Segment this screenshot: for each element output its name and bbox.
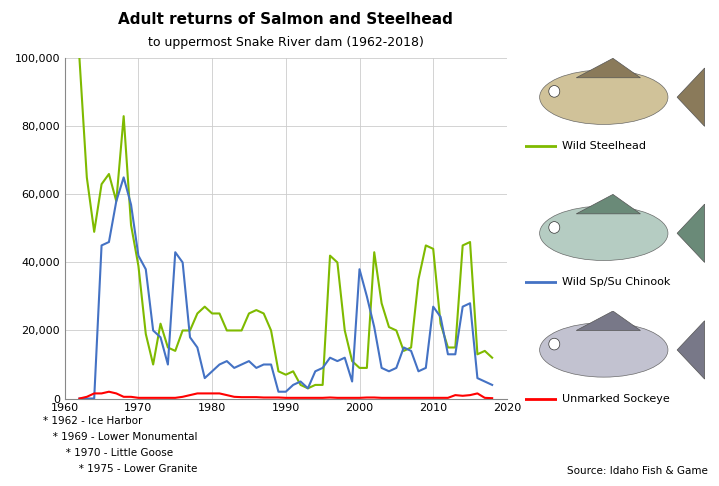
Text: Wild Sp/Su Chinook: Wild Sp/Su Chinook [562,278,671,287]
Text: Source: Idaho Fish & Game: Source: Idaho Fish & Game [567,466,708,476]
Circle shape [549,86,560,97]
Text: * 1969 - Lower Monumental: * 1969 - Lower Monumental [43,432,198,442]
Circle shape [549,222,560,233]
Text: to uppermost Snake River dam (1962-2018): to uppermost Snake River dam (1962-2018) [148,36,423,50]
Ellipse shape [539,70,668,124]
Ellipse shape [539,206,668,260]
Polygon shape [577,194,641,214]
Text: Wild Steelhead: Wild Steelhead [562,141,646,151]
Polygon shape [577,311,641,330]
Polygon shape [677,204,705,262]
Polygon shape [677,321,705,379]
Text: * 1962 - Ice Harbor: * 1962 - Ice Harbor [43,416,142,426]
Ellipse shape [539,323,668,377]
Polygon shape [577,58,641,78]
Text: Adult returns of Salmon and Steelhead: Adult returns of Salmon and Steelhead [119,12,453,27]
Circle shape [549,338,560,350]
Text: Unmarked Sockeye: Unmarked Sockeye [562,394,670,404]
Text: * 1975 - Lower Granite: * 1975 - Lower Granite [43,464,198,474]
Polygon shape [677,68,705,126]
Text: * 1970 - Little Goose: * 1970 - Little Goose [43,448,173,458]
